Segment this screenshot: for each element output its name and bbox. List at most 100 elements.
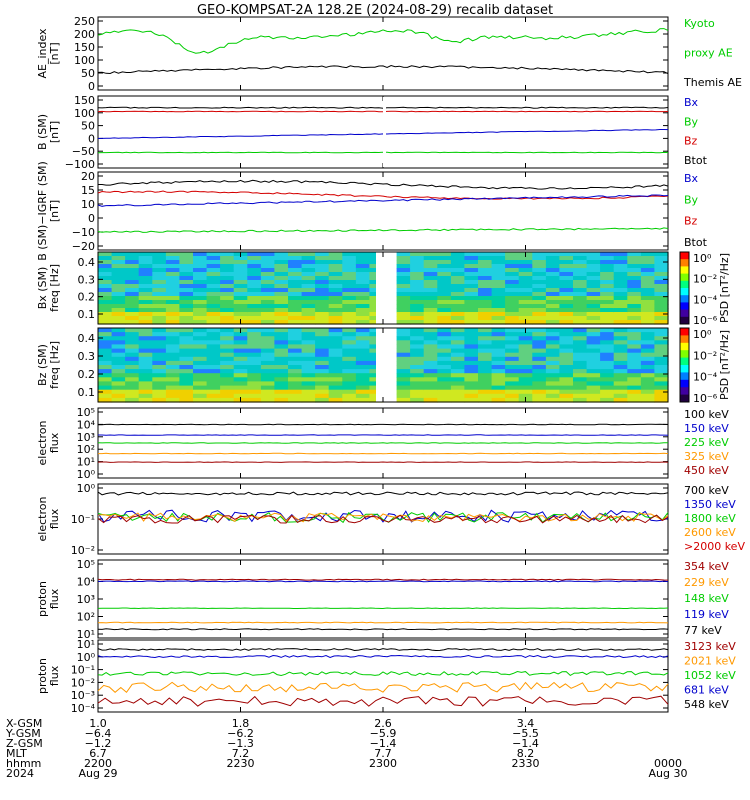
spec-cell <box>600 308 615 313</box>
spec-cell <box>559 373 574 378</box>
spec-cell <box>491 365 506 370</box>
spec-cell <box>111 316 126 321</box>
spec-cell <box>518 340 533 345</box>
colorbar-segment <box>680 379 689 388</box>
spec-cell <box>559 356 574 362</box>
spec-cell <box>627 312 642 317</box>
y-tick-label: −100 <box>65 158 95 171</box>
spec-cell <box>423 308 438 313</box>
spec-cell <box>437 389 452 395</box>
series-700kev <box>97 491 669 496</box>
spec-cell <box>464 377 479 382</box>
spec-cell <box>627 393 642 399</box>
spec-cell <box>654 288 669 293</box>
spec-cell <box>518 332 533 337</box>
spec-cell <box>410 381 425 387</box>
legend-entry: Kyoto <box>684 17 715 30</box>
spec-cell <box>301 369 316 374</box>
spec-cell <box>478 272 493 277</box>
spec-cell <box>125 344 140 350</box>
spec-cell <box>355 304 371 309</box>
spec-cell <box>654 365 669 370</box>
spec-cell <box>247 389 262 395</box>
spec-cell <box>220 393 235 399</box>
spec-cell <box>600 264 615 269</box>
spec-cell <box>355 340 371 345</box>
spec-cell <box>478 292 493 297</box>
spec-cell <box>111 377 126 382</box>
spec-cell <box>396 328 411 333</box>
spec-cell <box>410 296 425 301</box>
y-tick-label: 10¹ <box>77 456 95 469</box>
spec-cell <box>545 389 561 395</box>
spec-cell <box>315 272 330 277</box>
spec-cell <box>165 264 181 269</box>
spec-cell <box>274 365 289 370</box>
spec-cell <box>600 268 615 273</box>
spec-cell <box>532 288 547 293</box>
spec-cell <box>98 377 113 382</box>
spec-cell <box>505 332 520 337</box>
spec-cell <box>288 308 303 313</box>
spec-cell <box>437 288 452 293</box>
panel-frame <box>97 16 669 91</box>
spec-cell <box>233 332 248 337</box>
spec-cell <box>505 360 520 366</box>
spec-cell <box>518 389 533 395</box>
spec-cell <box>193 256 208 261</box>
footer-row-label: MLT <box>6 747 27 760</box>
spec-cell <box>559 340 574 345</box>
footer-value: 2200 <box>84 757 112 770</box>
spec-cell <box>654 369 669 374</box>
legend-entry: 77 keV <box>684 624 722 637</box>
y-axis-label: electronflux <box>36 421 61 466</box>
spec-cell <box>274 381 289 387</box>
spec-cell <box>532 344 547 350</box>
spec-cell <box>301 300 316 305</box>
spec-cell <box>152 296 167 301</box>
spec-cell <box>613 397 628 403</box>
spec-cell <box>179 264 194 269</box>
y-tick-label: 0.1 <box>78 308 96 321</box>
spec-cell <box>505 252 520 257</box>
spec-cell <box>328 377 343 382</box>
legend-entry: 325 keV <box>684 450 729 463</box>
spec-cell <box>274 304 289 309</box>
spec-cell <box>288 276 303 281</box>
spec-cell <box>288 373 303 378</box>
spec-cell <box>179 381 194 387</box>
spec-cell <box>288 365 303 370</box>
spec-cell <box>573 320 588 325</box>
footer-value: −1.4 <box>370 737 397 750</box>
spec-cell <box>613 312 628 317</box>
spec-cell <box>206 344 221 350</box>
spec-cell <box>518 296 533 301</box>
spec-cell <box>355 332 371 337</box>
spec-cell <box>233 256 248 261</box>
spec-cell <box>613 356 628 362</box>
colorbar-tick-label: 10⁰ <box>693 328 712 341</box>
spec-cell <box>138 336 153 341</box>
spec-cell <box>545 260 561 265</box>
spec-cell <box>491 356 506 362</box>
spec-cell <box>410 389 425 395</box>
spec-cell <box>491 252 506 257</box>
spec-cell <box>437 276 452 281</box>
spec-cell <box>437 377 452 382</box>
spec-cell <box>206 328 221 333</box>
spec-cell <box>532 264 547 269</box>
spec-cell <box>206 316 221 321</box>
spec-cell <box>423 260 438 265</box>
spec-cell <box>396 276 411 281</box>
spec-cell <box>274 276 289 281</box>
spec-cell <box>138 360 153 366</box>
spec-cell <box>410 292 425 297</box>
footer-value: Aug 30 <box>649 767 688 780</box>
spec-cell <box>423 381 438 387</box>
series-kyoto-ae <box>97 28 669 54</box>
spec-cell <box>315 360 330 366</box>
spec-cell <box>152 276 167 281</box>
spec-cell <box>613 264 628 269</box>
spec-cell <box>342 260 357 265</box>
spec-cell <box>545 288 561 293</box>
